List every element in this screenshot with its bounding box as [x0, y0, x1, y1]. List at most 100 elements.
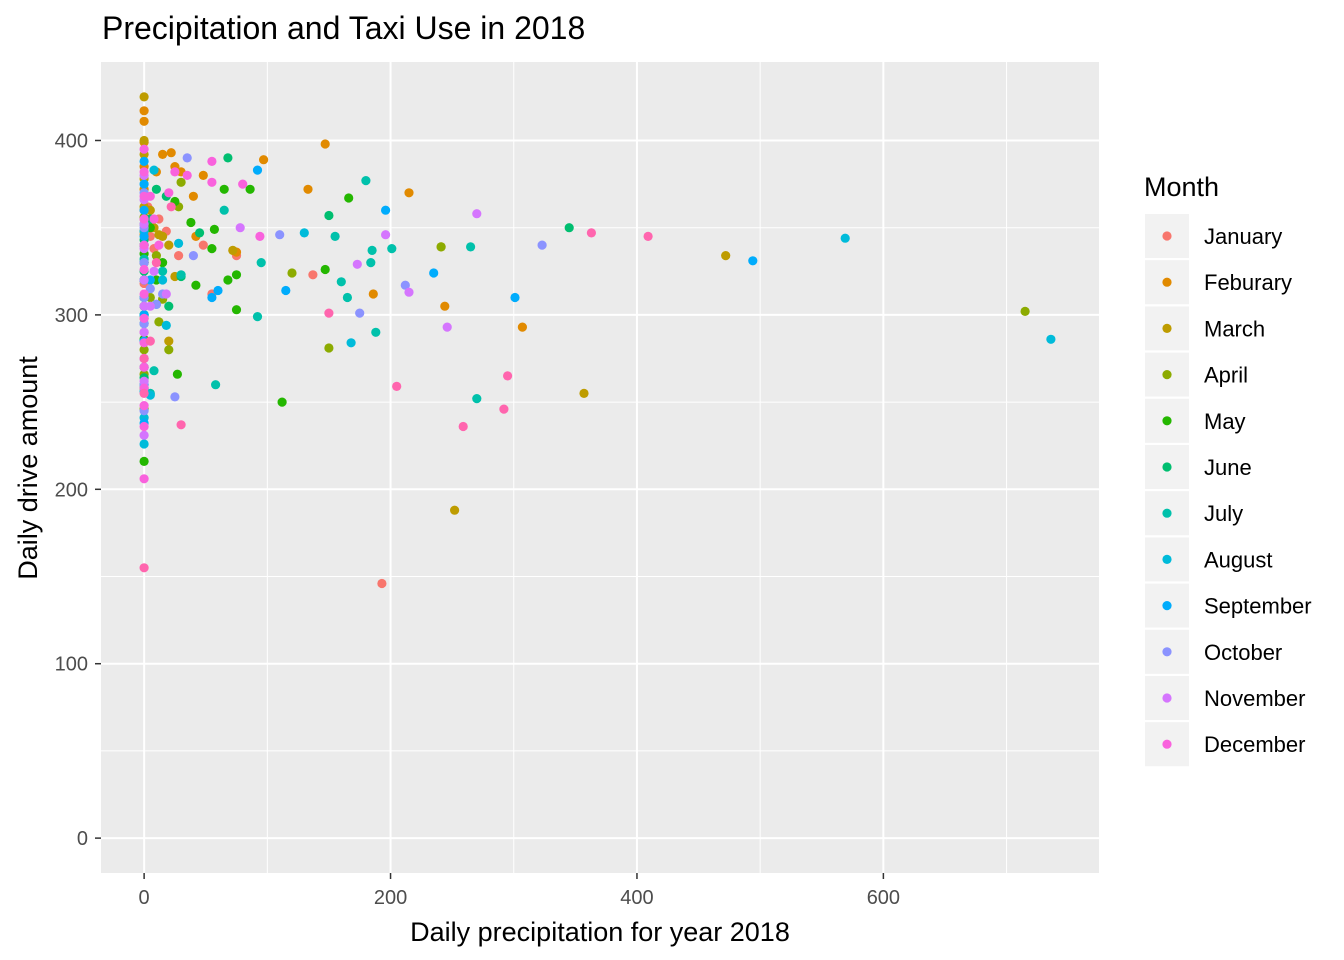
data-point: [139, 106, 149, 116]
data-point: [145, 301, 155, 311]
data-point: [579, 388, 589, 398]
data-point: [164, 240, 174, 250]
x-tick-label: 0: [139, 887, 150, 909]
data-point: [176, 270, 186, 280]
data-point: [259, 155, 269, 165]
data-point: [195, 228, 205, 238]
data-points: [139, 92, 1056, 589]
y-tick-label: 400: [55, 130, 88, 152]
data-point: [139, 401, 149, 411]
data-point: [151, 258, 161, 268]
data-point: [164, 188, 174, 198]
data-point: [377, 578, 387, 589]
data-point: [366, 258, 376, 268]
data-point: [139, 264, 149, 275]
y-tick-label: 100: [55, 654, 88, 676]
data-point: [139, 430, 149, 440]
data-point: [139, 439, 149, 449]
x-tick-label: 400: [620, 887, 653, 909]
data-point: [188, 191, 198, 201]
data-point: [472, 209, 482, 219]
data-point: [158, 266, 168, 276]
legend-key-dot: [1162, 370, 1172, 380]
data-point: [352, 259, 362, 269]
data-point: [139, 258, 149, 268]
data-point: [166, 148, 176, 158]
data-point: [436, 242, 446, 252]
data-point: [139, 421, 149, 432]
data-point: [346, 338, 356, 348]
legend-label: Feburary: [1204, 270, 1292, 295]
data-point: [145, 336, 155, 346]
data-point: [368, 289, 378, 299]
data-point: [139, 362, 149, 372]
data-point: [154, 317, 164, 327]
data-point: [381, 230, 391, 240]
data-point: [287, 268, 297, 278]
data-point: [324, 308, 334, 318]
data-point: [281, 285, 291, 296]
data-point: [139, 388, 149, 398]
legend-key-dot: [1162, 277, 1172, 287]
legend-key-dot: [1162, 323, 1172, 333]
data-point: [139, 92, 149, 102]
legend-label: August: [1204, 547, 1273, 572]
major-gridlines: [101, 62, 1099, 873]
data-point: [344, 193, 354, 203]
data-point: [149, 266, 159, 276]
data-point: [158, 231, 168, 241]
data-point: [151, 251, 161, 261]
x-axis: 0 200 400 600: [139, 873, 900, 909]
data-point: [466, 242, 476, 252]
data-point: [186, 217, 196, 228]
legend-key-dot: [1162, 416, 1172, 426]
data-point: [219, 205, 229, 215]
data-point: [161, 320, 171, 330]
data-point: [277, 397, 287, 407]
data-point: [586, 228, 597, 238]
data-point: [342, 292, 352, 303]
data-point: [320, 139, 330, 149]
legend-label: January: [1204, 224, 1282, 249]
data-point: [164, 301, 174, 311]
data-point: [450, 505, 460, 515]
data-point: [299, 228, 309, 238]
data-point: [139, 327, 149, 337]
data-point: [170, 167, 180, 177]
data-point: [245, 184, 255, 194]
data-point: [172, 369, 182, 379]
data-point: [367, 245, 377, 255]
chart-title: Precipitation and Taxi Use in 2018: [102, 10, 586, 46]
legend-label: March: [1204, 316, 1265, 341]
y-axis: 0 100 200 300 400: [55, 130, 101, 850]
legend-key-dot: [1162, 647, 1172, 657]
data-point: [139, 214, 149, 224]
data-point: [458, 421, 468, 432]
data-point: [308, 270, 318, 280]
data-point: [139, 156, 149, 166]
data-point: [149, 214, 159, 224]
data-point: [139, 205, 149, 215]
x-axis-title: Daily precipitation for year 2018: [410, 917, 790, 947]
data-point: [643, 231, 653, 241]
data-point: [1020, 306, 1030, 316]
legend-key-dot: [1162, 508, 1172, 518]
data-point: [219, 184, 229, 194]
data-point: [139, 167, 149, 177]
data-point: [151, 184, 161, 194]
legend-label: May: [1204, 409, 1246, 434]
data-point: [158, 149, 168, 159]
data-point: [139, 345, 149, 355]
legend-label: November: [1204, 686, 1305, 711]
legend-key-dot: [1162, 739, 1172, 749]
data-point: [238, 179, 248, 189]
data-point: [440, 301, 450, 311]
data-point: [139, 313, 149, 323]
data-point: [223, 275, 233, 285]
data-point: [182, 170, 192, 180]
legend-key-dot: [1162, 554, 1172, 565]
y-tick-label: 0: [77, 828, 88, 850]
data-point: [330, 231, 340, 241]
data-point: [303, 184, 313, 194]
